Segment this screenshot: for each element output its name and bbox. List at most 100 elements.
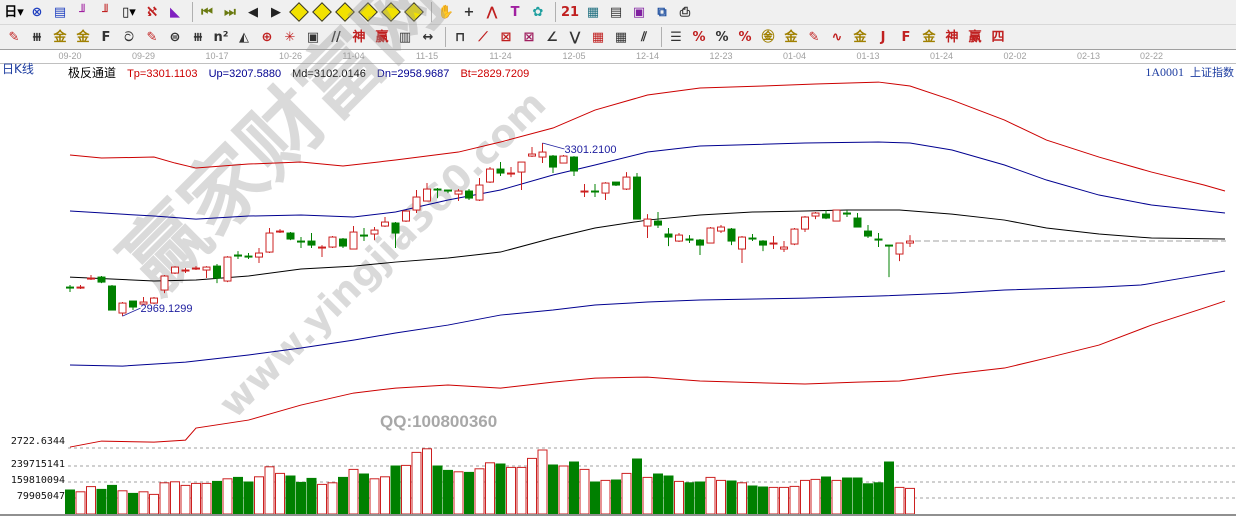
- printer-icon[interactable]: ⎙: [679, 4, 691, 20]
- fibonacci-icon[interactable]: F: [101, 29, 111, 45]
- fan-icon[interactable]: ⟋: [478, 29, 488, 45]
- scroll-left-icon[interactable]: ◀: [248, 4, 258, 20]
- slash-icon[interactable]: //: [331, 29, 341, 45]
- save-icon[interactable]: ▣: [632, 4, 646, 20]
- zigzag-icon[interactable]: ⋁: [569, 29, 581, 45]
- indicator-name[interactable]: 极反通道: [68, 66, 117, 80]
- calculator-icon[interactable]: ▦: [586, 4, 600, 20]
- candle-up: [370, 229, 379, 235]
- date-tick-label: 02-02: [1003, 51, 1027, 61]
- square-n-icon[interactable]: n²: [213, 29, 229, 45]
- band-line-bt: [69, 300, 1226, 448]
- gold-bar-icon[interactable]: 金: [853, 29, 867, 45]
- four-fan-icon[interactable]: 四: [991, 29, 1005, 45]
- notes-icon[interactable]: ▤: [53, 4, 67, 20]
- candle-up: [192, 267, 200, 270]
- draw-line-icon[interactable]: ⋀: [486, 4, 498, 20]
- network-icon[interactable]: ⧉: [657, 4, 667, 20]
- grid-lines-icon[interactable]: ⧻: [192, 29, 204, 45]
- period-label[interactable]: 日K线: [2, 62, 34, 76]
- volume-bar: [705, 476, 716, 515]
- eraser-icon[interactable]: ✎: [146, 29, 158, 45]
- radar-icon[interactable]: ✳: [284, 29, 296, 45]
- info-mine-icon[interactable]: ✿: [532, 4, 544, 20]
- pen-icon[interactable]: ✎: [8, 29, 20, 45]
- gold-lines-icon[interactable]: 金: [784, 29, 798, 45]
- calendar-icon[interactable]: 21: [560, 4, 580, 20]
- percent-line-icon[interactable]: %: [692, 29, 706, 45]
- gold-fan-icon[interactable]: 金: [922, 29, 936, 45]
- grid-icon[interactable]: ▦: [591, 29, 605, 45]
- channel-icon[interactable]: ⫽: [641, 29, 647, 45]
- volume-bar: [306, 477, 317, 515]
- first-page-icon[interactable]: ⏮: [201, 4, 213, 20]
- gann-box-icon[interactable]: ⊠: [500, 29, 512, 45]
- last-page-icon[interactable]: ⏭: [224, 4, 236, 20]
- gold-ratio-icon[interactable]: 金: [53, 29, 67, 45]
- hand-icon[interactable]: ✋: [437, 4, 455, 20]
- text-icon[interactable]: T: [510, 4, 520, 20]
- table-icon[interactable]: ☰: [670, 29, 682, 45]
- percent-icon[interactable]: %: [715, 29, 729, 45]
- chart-3-icon[interactable]: ╜: [79, 4, 87, 20]
- candle-up: [706, 227, 715, 244]
- volume-bar: [453, 471, 464, 515]
- document-icon[interactable]: ▤: [609, 4, 623, 20]
- indicator-tp: Tp=3301.1103: [127, 68, 198, 80]
- candle-down: [696, 239, 704, 246]
- scroll-right-icon[interactable]: ▶: [271, 4, 281, 20]
- gold-circle-icon[interactable]: ㊎: [761, 29, 775, 45]
- date-tick-label: 02-22: [1139, 51, 1164, 61]
- god-fan-icon[interactable]: 神: [945, 29, 959, 45]
- ruler-icon[interactable]: ▥: [398, 29, 412, 45]
- candle-type-dropdown[interactable]: ▯▾: [122, 4, 136, 20]
- volume-bar: [180, 484, 191, 515]
- j-fan-icon[interactable]: J: [880, 29, 886, 45]
- angle-icon[interactable]: ∠: [546, 29, 558, 45]
- pencil-ruler-icon[interactable]: ✎: [808, 29, 820, 45]
- candle-up: [811, 212, 820, 217]
- percent-lines-icon[interactable]: %: [738, 29, 752, 45]
- candle-up: [276, 230, 284, 233]
- volume-bar: [768, 486, 779, 515]
- candle-up: [801, 216, 809, 230]
- chart-9-icon[interactable]: ╜: [102, 4, 110, 20]
- color-scheme-icon[interactable]: ◣: [170, 4, 180, 20]
- f-fan-icon[interactable]: F: [901, 29, 911, 45]
- parallel-lines-icon[interactable]: ⧻: [31, 29, 43, 45]
- gann-fan-icon[interactable]: ⊠: [523, 29, 535, 45]
- date-tick-label: 10-17: [205, 51, 229, 61]
- candle-up: [580, 190, 589, 193]
- spiral-icon[interactable]: ට: [124, 29, 134, 45]
- volume-bar: [474, 468, 485, 515]
- measure-icon[interactable]: ↔: [422, 29, 434, 45]
- formula-icon[interactable]: ⊗: [31, 4, 43, 20]
- god-line-icon[interactable]: 神: [352, 29, 366, 45]
- crosshair-icon[interactable]: +: [463, 4, 475, 20]
- candle-up: [738, 236, 746, 250]
- candle-up: [454, 190, 463, 195]
- frame-icon[interactable]: ⊓: [454, 29, 466, 45]
- period-day-dropdown[interactable]: 日▾: [4, 4, 24, 20]
- gold-ratio-2-icon[interactable]: 金: [76, 29, 90, 45]
- grid-2-icon[interactable]: ▦: [614, 29, 628, 45]
- bottom-scrollbar[interactable]: [0, 514, 1236, 516]
- volume-bar: [684, 482, 695, 515]
- extreme-pointer-line: [122, 307, 141, 317]
- target-icon[interactable]: ⊕: [261, 29, 273, 45]
- win-fan-icon[interactable]: 赢: [968, 29, 982, 45]
- box-icon[interactable]: ▣: [306, 29, 320, 45]
- indicator-icon[interactable]: ℵ: [146, 4, 158, 20]
- triangle-icon[interactable]: ◭: [239, 29, 249, 45]
- volume-bar: [348, 468, 359, 515]
- candle-up: [675, 234, 683, 242]
- band-line-dn_band: [69, 270, 1226, 367]
- candle-up: [318, 246, 326, 249]
- volume-bar: [726, 480, 737, 515]
- wave-icon[interactable]: ∿: [831, 29, 843, 45]
- win-line-icon[interactable]: 赢: [375, 29, 389, 45]
- volume-bar: [674, 480, 684, 515]
- candle-down: [496, 168, 505, 174]
- circle-icon[interactable]: ⊜: [169, 29, 181, 45]
